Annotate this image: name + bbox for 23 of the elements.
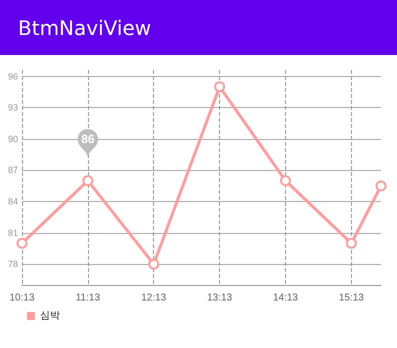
y-tick-label: 84 <box>8 196 18 207</box>
point <box>214 81 226 92</box>
y-tick-label: 81 <box>8 228 18 238</box>
x-tick-label: 12:13 <box>141 292 167 304</box>
point <box>346 238 357 249</box>
point <box>376 180 386 192</box>
x-tick-label: 10:13 <box>9 292 35 304</box>
legend-label: 심박 <box>40 310 60 322</box>
point <box>16 238 28 249</box>
x-tick-label: 14:13 <box>272 292 298 304</box>
point <box>148 258 160 270</box>
point <box>280 175 291 186</box>
x-tick-label: 15:13 <box>338 292 364 304</box>
y-tick-label: 93 <box>8 102 18 113</box>
point <box>82 175 94 186</box>
chart-title: BtmNaviView <box>0 0 397 55</box>
y-tick-label: 90 <box>8 134 18 144</box>
x-tick-label: 11:13 <box>76 292 100 304</box>
annotation: 86 <box>81 132 95 146</box>
y-tick-label: 96 <box>8 71 18 82</box>
x-tick-label: 13:13 <box>207 292 233 304</box>
y-tick-label: 78 <box>8 259 18 270</box>
y-tick-label: 87 <box>8 165 18 176</box>
